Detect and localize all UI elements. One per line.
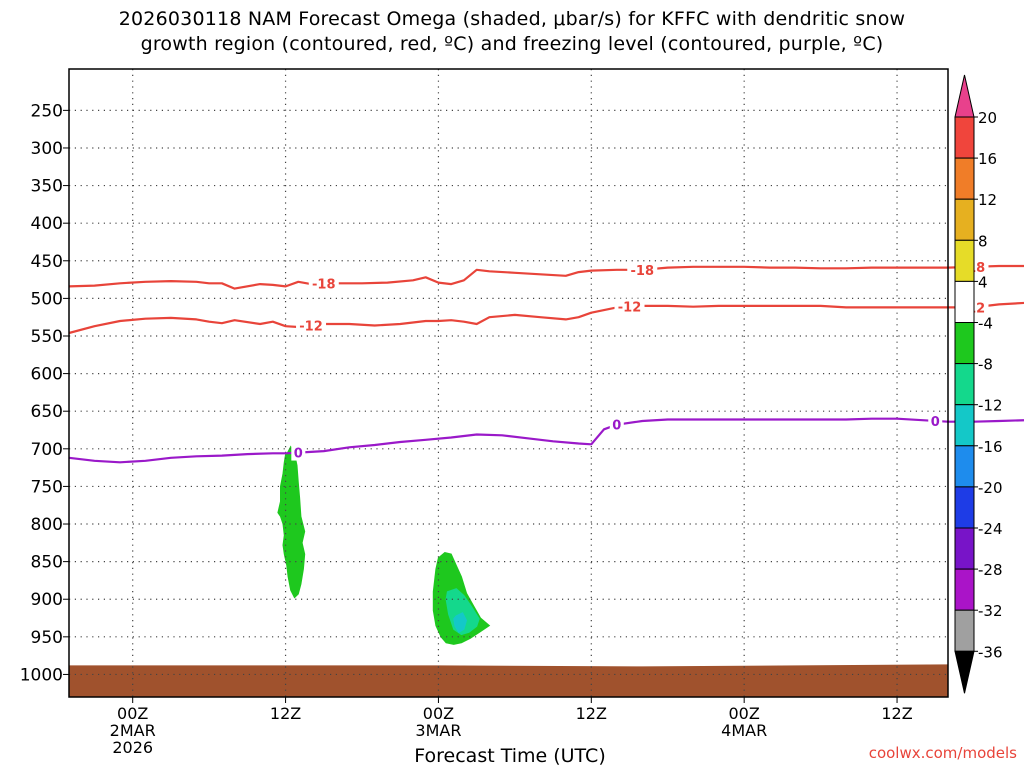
- y-tick-label-300: 300: [31, 139, 63, 159]
- contour-label-bg-0-1: [627, 261, 658, 278]
- contour-label-1-1: -12: [618, 301, 642, 316]
- colorbar-label-4: 4: [978, 273, 988, 291]
- colorbar-label-5: -4: [978, 315, 993, 333]
- colorbar-label-0: 20: [978, 109, 997, 127]
- colorbar-label-8: -16: [978, 438, 1003, 456]
- contour-line-1: [68, 301, 1024, 335]
- contour-label-2-1: 0: [612, 419, 621, 434]
- plot-frame: [68, 68, 949, 698]
- plot-border: [68, 68, 949, 698]
- y-tick-label-850: 850: [31, 553, 63, 573]
- contour-line-2: [68, 417, 1024, 464]
- ground-fill: [69, 664, 948, 697]
- colorbar-top-arrow: [954, 74, 975, 118]
- y-axis-ticks: 250 300 350 400 450 500 550 600 650 700 750 800 850 9…: [20, 101, 69, 685]
- contour-label-bg-2-1: [609, 416, 624, 433]
- y-tick-label-900: 900: [31, 590, 63, 610]
- colorbar-cell-2: [954, 198, 975, 241]
- y-tick-label-650: 650: [31, 402, 63, 422]
- colorbar-label-6: -8: [978, 356, 993, 374]
- x-tick-label-3-0: 12Z: [576, 704, 607, 723]
- colorbar-cell-1: [954, 157, 975, 200]
- y-tick-label-250: 250: [31, 101, 63, 121]
- colorbar-cell-6: [954, 363, 975, 406]
- x-tick-label-2-0: 00Z: [423, 704, 454, 723]
- colorbar-label-10: -24: [978, 520, 1003, 538]
- colorbar-label-9: -20: [978, 479, 1003, 497]
- chart-title-line-1: 2026030118 NAM Forecast Omega (shaded, μ…: [118, 8, 906, 30]
- y-tick-label-400: 400: [31, 214, 63, 234]
- chart-title-line-2: growth region (contoured, red, ºC) and f…: [140, 33, 884, 55]
- colorbar-label-7: -12: [978, 397, 1003, 415]
- colorbar-label-1: 16: [978, 150, 997, 168]
- colorbar-cell-0: [954, 116, 975, 159]
- colorbar-cell-5: [954, 322, 975, 365]
- colorbar-label-12: -32: [978, 602, 1003, 620]
- contour-label-0-0: -18: [312, 278, 336, 293]
- x-tick-label-4-0: 00Z: [729, 704, 760, 723]
- colorbar-cell-3: [954, 239, 975, 282]
- contour-label-2-0: 0: [294, 447, 303, 462]
- colorbar-cell-8: [954, 445, 975, 488]
- x-axis-ticks: 00Z2MAR202612Z00Z3MAR12Z00Z4MAR12Z00Z5MA…: [110, 697, 913, 757]
- x-tick-label-0-1: 2MAR: [110, 721, 156, 740]
- y-tick-label-1000: 1000: [20, 665, 63, 685]
- x-axis-label: Forecast Time (UTC): [414, 745, 606, 767]
- colorbar-label-3: 8: [978, 232, 988, 250]
- contour-label-bg-1-1: [614, 298, 645, 315]
- colorbar-label-11: -28: [978, 561, 1003, 579]
- contour-label-bg-2-2: [928, 412, 943, 429]
- x-tick-label-5-0: 12Z: [881, 704, 912, 723]
- colorbar-cell-9: [954, 486, 975, 529]
- x-tick-label-4-1: 4MAR: [721, 721, 767, 740]
- y-tick-label-750: 750: [31, 477, 63, 497]
- omega-shading-layer: [277, 445, 491, 645]
- contour-label-2-2: 0: [931, 415, 940, 430]
- omega-region-3: [453, 612, 468, 633]
- x-tick-label-0-2: 2026: [112, 738, 153, 757]
- y-tick-label-450: 450: [31, 252, 63, 272]
- x-tick-label-0-0: 00Z: [117, 704, 148, 723]
- gridlines: [69, 69, 948, 697]
- colorbar: 20 16 12 8 4 -4 -8 -12 -16 -20 -24 -28 -32 -36: [954, 74, 1003, 694]
- contour-label-1-0: -12: [299, 319, 323, 334]
- contour-label-bg-1-0: [296, 317, 327, 334]
- y-tick-label-550: 550: [31, 327, 63, 347]
- x-tick-label-1-0: 12Z: [270, 704, 301, 723]
- y-tick-label-700: 700: [31, 440, 63, 460]
- contour-label-0-1: -18: [631, 264, 655, 279]
- colorbar-label-2: 12: [978, 191, 997, 209]
- y-tick-label-800: 800: [31, 515, 63, 535]
- colorbar-cell-4: [954, 280, 975, 323]
- colorbar-cell-12: [954, 609, 975, 652]
- y-tick-label-950: 950: [31, 628, 63, 648]
- y-tick-label-600: 600: [31, 365, 63, 385]
- y-tick-label-350: 350: [31, 177, 63, 197]
- omega-region-0: [277, 445, 306, 599]
- colorbar-cell-11: [954, 568, 975, 611]
- contour-label-bg-2-0: [291, 444, 306, 461]
- contour-label-bg-0-0: [308, 275, 339, 292]
- colorbar-bottom-arrow: [954, 650, 975, 694]
- watermark[interactable]: coolwx.com/models: [868, 744, 1017, 762]
- colorbar-cell-10: [954, 527, 975, 570]
- ground-layer: [69, 664, 948, 697]
- x-tick-label-2-1: 3MAR: [415, 721, 461, 740]
- colorbar-cell-7: [954, 404, 975, 447]
- y-tick-label-500: 500: [31, 289, 63, 309]
- contour-line-0: [68, 264, 1024, 290]
- colorbar-label-13: -36: [978, 643, 1003, 661]
